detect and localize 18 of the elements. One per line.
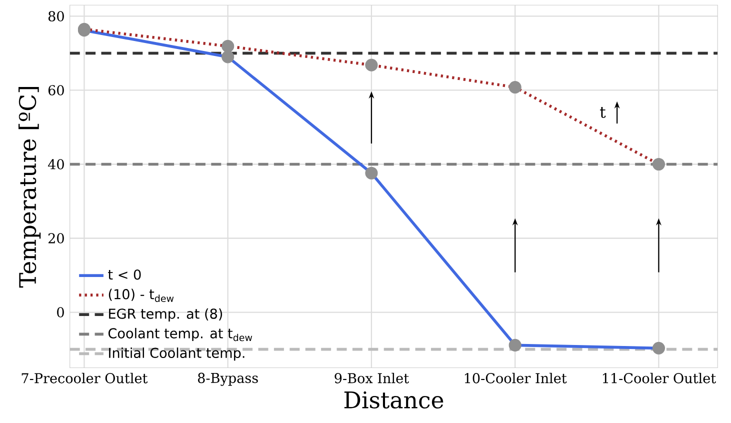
legend-label: Coolant temp. at t$_{dew}$ [108, 328, 252, 342]
legend-label: (10) - t$_{dew}$ [108, 288, 174, 302]
x-tick-label: 9-Box Inlet [334, 372, 409, 384]
ref-line-label: Initial Coolant temp. [109, 348, 244, 361]
y-tick-label: 0 [57, 307, 64, 318]
y-axis-title: Temperature [ºC] [18, 86, 41, 288]
y-tick-label: 80 [48, 11, 64, 22]
legend-label: EGR temp. at (8) [109, 308, 222, 322]
y-tick-label: 60 [48, 85, 64, 96]
x-tick-label: 8-Bypass [198, 372, 258, 386]
x-tick-label: 10-Cooler Inlet [464, 372, 567, 384]
x-tick-label: 11-Cooler Outlet [602, 372, 716, 384]
legend-label: t < 0 [108, 269, 141, 280]
y-tick-label: 20 [48, 233, 64, 244]
x-axis-title: Distance [344, 391, 444, 409]
y-tick-label: 40 [48, 159, 64, 170]
annotation: t [600, 106, 606, 118]
x-tick-label: 7-Precooler Outlet [22, 372, 148, 384]
